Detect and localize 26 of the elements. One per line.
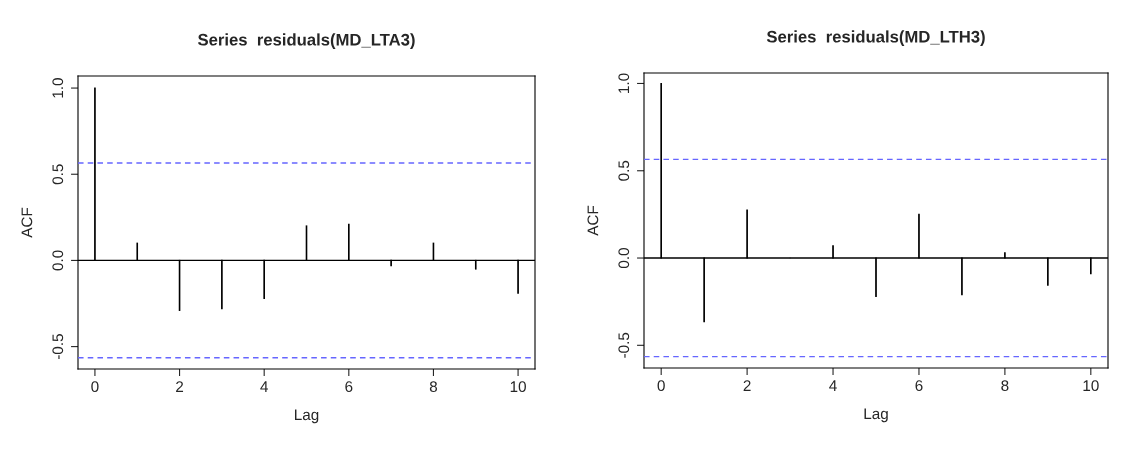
x-axis-title: Lag <box>295 409 319 424</box>
y-tick-label: 0.0 <box>52 250 64 271</box>
y-tick-label: 1.0 <box>618 73 630 93</box>
chart-title: Series residuals(MD_LTA3) <box>197 33 415 49</box>
x-tick-label: 2 <box>176 381 184 392</box>
y-tick-label: -0.5 <box>52 334 64 360</box>
x-tick-label: 6 <box>915 380 923 392</box>
x-tick-label: 8 <box>1001 380 1009 392</box>
y-tick-label: 0.5 <box>618 160 630 181</box>
x-axis-title: Lag <box>864 408 888 423</box>
y-tick-label: 0.5 <box>52 164 64 185</box>
y-tick-label: 0.0 <box>618 248 630 269</box>
x-tick-label: 4 <box>829 380 837 391</box>
x-tick-label: 4 <box>260 381 268 392</box>
y-tick-label: 1.0 <box>52 78 64 98</box>
chart-title: Series residuals(MD_LTH3) <box>766 30 985 46</box>
x-tick-label: 10 <box>1083 380 1099 392</box>
x-tick-label: 2 <box>743 380 751 391</box>
x-tick-label: 0 <box>91 381 99 393</box>
y-axis-title: ACF <box>21 207 33 238</box>
y-axis-title: ACF <box>587 205 599 236</box>
x-tick-label: 6 <box>345 381 353 393</box>
x-tick-label: 8 <box>429 381 438 393</box>
x-tick-label: 0 <box>657 380 665 392</box>
x-tick-label: 10 <box>510 381 526 393</box>
y-tick-label: -0.5 <box>618 332 630 358</box>
